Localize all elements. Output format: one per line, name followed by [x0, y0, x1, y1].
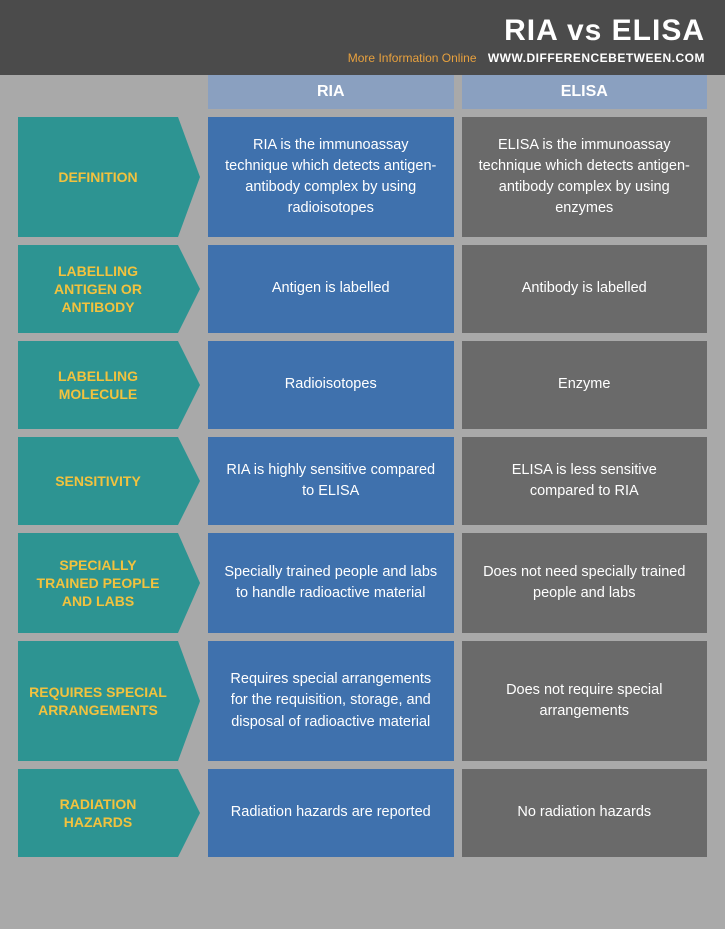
table-row: SENSITIVITY RIA is highly sensitive compa… — [18, 437, 707, 525]
cell-elisa: ELISA is less sensitive compared to RIA — [462, 437, 708, 525]
cell-ria: RIA is the immunoassay technique which d… — [208, 117, 454, 237]
column-spacer — [18, 75, 200, 109]
arrow-right-icon — [178, 641, 200, 761]
cell-elisa: Enzyme — [462, 341, 708, 429]
row-label: RADIATION HAZARDS — [18, 769, 178, 857]
row-label-wrap: LABELLING MOLECULE — [18, 341, 200, 429]
table-row: RADIATION HAZARDS Radiation hazards are r… — [18, 769, 707, 857]
comparison-table: RIA ELISA DEFINITIONRIA is the immunoass… — [0, 75, 725, 883]
row-label: SPECIALLY TRAINED PEOPLE AND LABS — [18, 533, 178, 633]
table-row: SPECIALLY TRAINED PEOPLE AND LABS Special… — [18, 533, 707, 633]
row-label-wrap: REQUIRES SPECIAL ARRANGEMENTS — [18, 641, 200, 761]
header-subtitle: More Information Online WWW.DIFFERENCEBE… — [20, 51, 705, 65]
column-header-b: ELISA — [462, 75, 708, 109]
cell-elisa: Antibody is labelled — [462, 245, 708, 333]
cell-ria: Specially trained people and labs to han… — [208, 533, 454, 633]
arrow-right-icon — [178, 117, 200, 237]
table-row: LABELLING MOLECULE RadioisotopesEnzyme — [18, 341, 707, 429]
table-row: DEFINITIONRIA is the immunoassay techniq… — [18, 117, 707, 237]
header: RIA vs ELISA More Information Online WWW… — [0, 0, 725, 75]
cell-ria: Radioisotopes — [208, 341, 454, 429]
row-label: LABELLING ANTIGEN OR ANTIBODY — [18, 245, 178, 333]
row-label: SENSITIVITY — [18, 437, 178, 525]
row-label: REQUIRES SPECIAL ARRANGEMENTS — [18, 641, 178, 761]
arrow-right-icon — [178, 533, 200, 633]
column-header-a: RIA — [208, 75, 454, 109]
site-url: WWW.DIFFERENCEBETWEEN.COM — [488, 51, 705, 65]
row-label: DEFINITION — [18, 117, 178, 237]
row-label-wrap: DEFINITION — [18, 117, 200, 237]
row-label-wrap: RADIATION HAZARDS — [18, 769, 200, 857]
cell-ria: Requires special arrangements for the re… — [208, 641, 454, 761]
arrow-right-icon — [178, 245, 200, 333]
column-headers-row: RIA ELISA — [18, 75, 707, 109]
cell-ria: Radiation hazards are reported — [208, 769, 454, 857]
more-info-label: More Information Online — [348, 51, 477, 65]
page-title: RIA vs ELISA — [20, 14, 705, 48]
arrow-right-icon — [178, 769, 200, 857]
table-row: REQUIRES SPECIAL ARRANGEMENTSRequires sp… — [18, 641, 707, 761]
cell-ria: Antigen is labelled — [208, 245, 454, 333]
cell-elisa: Does not require special arrangements — [462, 641, 708, 761]
row-label-wrap: SENSITIVITY — [18, 437, 200, 525]
row-label: LABELLING MOLECULE — [18, 341, 178, 429]
cell-elisa: Does not need specially trained people a… — [462, 533, 708, 633]
cell-elisa: ELISA is the immunoassay technique which… — [462, 117, 708, 237]
cell-elisa: No radiation hazards — [462, 769, 708, 857]
table-row: LABELLING ANTIGEN OR ANTIBODY Antigen is … — [18, 245, 707, 333]
row-label-wrap: LABELLING ANTIGEN OR ANTIBODY — [18, 245, 200, 333]
rows-container: DEFINITIONRIA is the immunoassay techniq… — [18, 117, 707, 857]
arrow-right-icon — [178, 341, 200, 429]
cell-ria: RIA is highly sensitive compared to ELIS… — [208, 437, 454, 525]
arrow-right-icon — [178, 437, 200, 525]
row-label-wrap: SPECIALLY TRAINED PEOPLE AND LABS — [18, 533, 200, 633]
